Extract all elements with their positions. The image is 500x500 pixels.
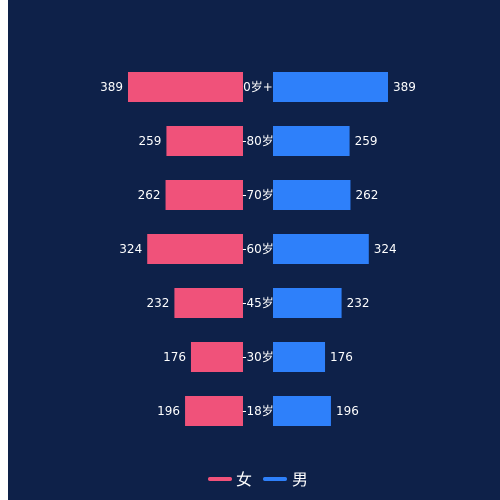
value-label-right-6: 196 <box>336 404 359 418</box>
value-label-left-5: 176 <box>163 350 186 364</box>
legend-label-1[interactable]: 男 <box>292 470 308 489</box>
category-label-0: 0岁+ <box>243 79 273 94</box>
category-label-5: -30岁 <box>242 349 274 364</box>
value-label-left-0: 389 <box>100 80 123 94</box>
value-label-left-2: 262 <box>138 188 161 202</box>
category-label-4: -45岁 <box>242 295 274 310</box>
butterfly-bar-chart: 389 389 0岁+ 259 259 -80岁 262 262 -70岁 324 324 -60岁 2… <box>100 72 416 489</box>
bar-女-6[interactable] <box>185 396 243 426</box>
value-label-right-1: 259 <box>355 134 378 148</box>
labels-layer: 389 389 0岁+ 259 259 -80岁 262 262 -70岁 324 324 -60岁 2… <box>100 79 416 418</box>
bar-女-1[interactable] <box>166 126 243 156</box>
value-label-right-2: 262 <box>355 188 378 202</box>
legend-swatch-1[interactable] <box>263 477 287 481</box>
bar-男-2[interactable] <box>273 180 351 210</box>
bar-女-3[interactable] <box>147 234 243 264</box>
category-label-6: -18岁 <box>242 403 274 418</box>
category-label-1: -80岁 <box>242 133 274 148</box>
value-label-left-6: 196 <box>157 404 180 418</box>
bar-男-4[interactable] <box>273 288 342 318</box>
legend[interactable]: 女男 <box>208 470 308 489</box>
value-label-right-0: 389 <box>393 80 416 94</box>
bar-女-4[interactable] <box>174 288 243 318</box>
legend-swatch-0[interactable] <box>208 477 232 481</box>
value-label-right-5: 176 <box>330 350 353 364</box>
bar-男-6[interactable] <box>273 396 331 426</box>
category-label-2: -70岁 <box>242 187 274 202</box>
value-label-left-4: 232 <box>147 296 170 310</box>
bar-男-1[interactable] <box>273 126 350 156</box>
category-label-3: -60岁 <box>242 241 274 256</box>
bar-男-5[interactable] <box>273 342 326 372</box>
bar-女-5[interactable] <box>190 342 243 372</box>
value-label-left-1: 259 <box>139 134 162 148</box>
value-label-right-3: 324 <box>374 242 397 256</box>
legend-label-0[interactable]: 女 <box>236 470 252 489</box>
bar-女-2[interactable] <box>165 180 243 210</box>
value-label-left-3: 324 <box>119 242 142 256</box>
bar-男-3[interactable] <box>273 234 369 264</box>
bar-女-0[interactable] <box>128 72 243 102</box>
bar-男-0[interactable] <box>273 72 388 102</box>
chart-panel: 389 389 0岁+ 259 259 -80岁 262 262 -70岁 324 324 -60岁 2… <box>8 0 500 500</box>
bars-layer <box>128 72 388 426</box>
value-label-right-4: 232 <box>347 296 370 310</box>
